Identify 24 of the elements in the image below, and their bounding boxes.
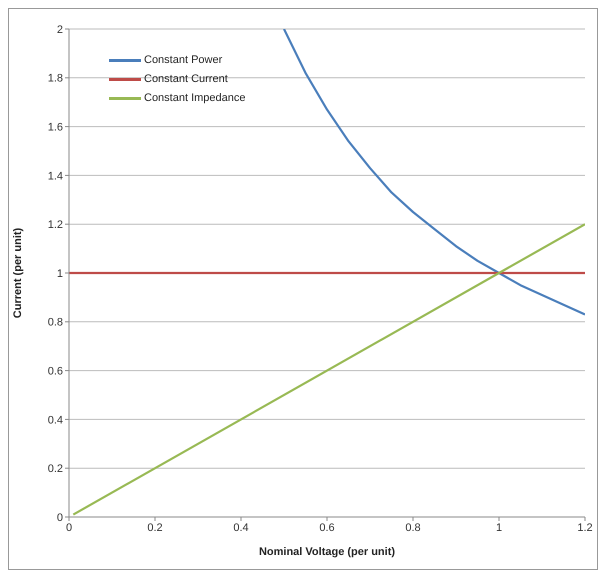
legend-label: Constant Impedance <box>144 91 246 106</box>
x-tick-label: 0.2 <box>147 522 163 534</box>
y-tick-label: 1.4 <box>48 170 63 182</box>
y-tick-label: 1.2 <box>48 219 63 232</box>
y-tick-label: 0.6 <box>48 366 63 378</box>
x-tick-label: 1.2 <box>577 522 593 534</box>
y-tick-label: 0.2 <box>48 463 63 476</box>
y-axis-title: Current (per unit) <box>12 227 24 318</box>
x-tick-label: 0 <box>66 522 72 534</box>
y-tick-label: 0.4 <box>48 414 63 426</box>
legend-label: Constant Power <box>144 53 222 68</box>
y-tick-label: 1.8 <box>48 72 63 85</box>
x-tick-label: 1 <box>496 522 502 534</box>
legend-label: Constant Current <box>144 72 228 87</box>
y-tick-label: 1.6 <box>48 122 63 134</box>
x-tick-label: 0.6 <box>319 522 335 534</box>
y-tick-label: 0.8 <box>48 316 63 329</box>
y-tick-label: 2 <box>56 24 63 36</box>
x-axis-title: Nominal Voltage (per unit) <box>258 546 396 558</box>
x-tick-label: 0.8 <box>405 522 421 534</box>
y-tick-label: 0 <box>56 512 63 524</box>
line-series <box>282 29 585 316</box>
x-tick-label: 0.4 <box>233 522 249 534</box>
y-tick-label: 1 <box>56 268 63 280</box>
